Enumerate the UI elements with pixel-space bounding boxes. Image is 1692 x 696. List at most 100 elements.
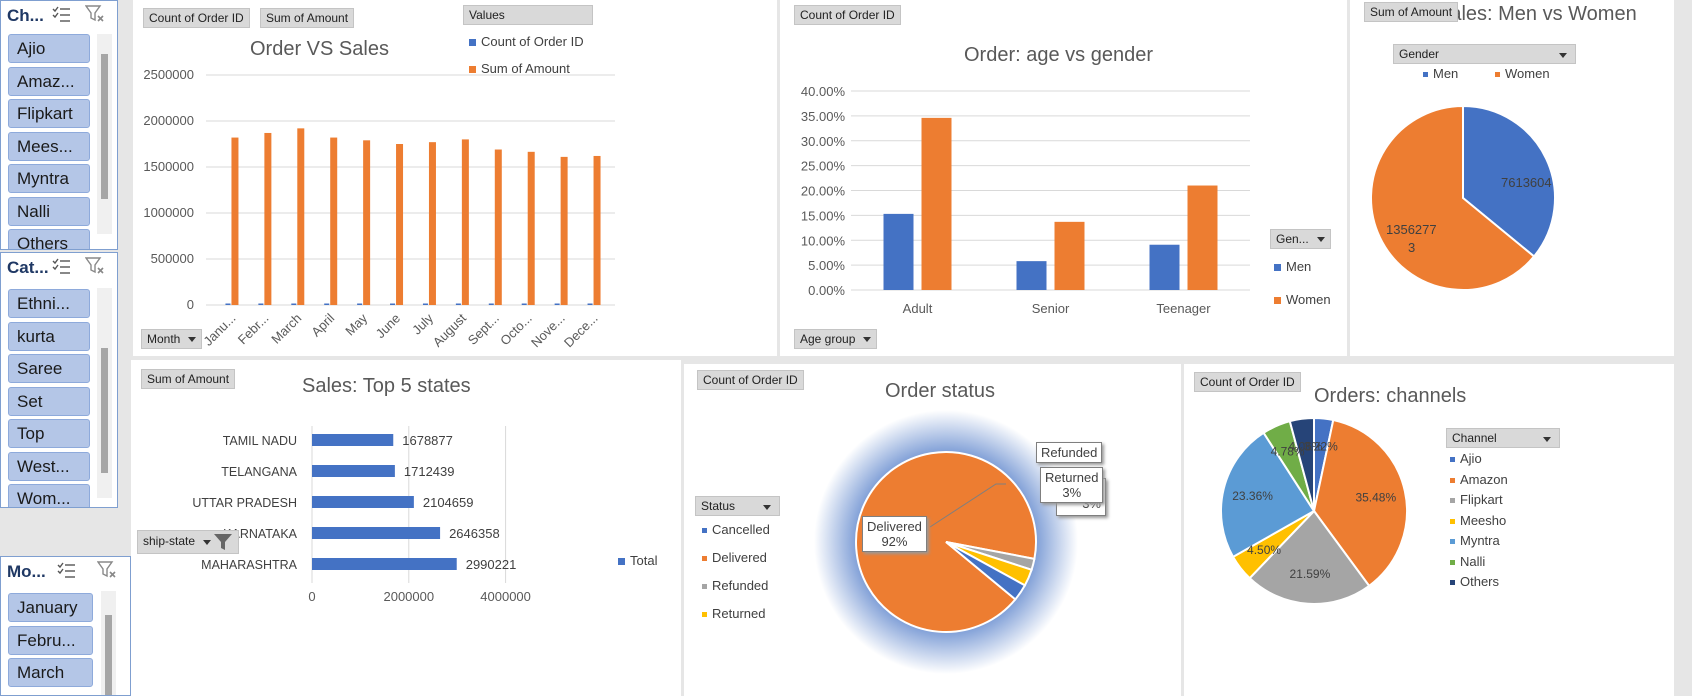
slicer-item[interactable]: Febru... (8, 625, 93, 655)
order-vs-sales-plot: 2500000 2000000 1500000 1000000 500000 0 Janu.… (143, 67, 615, 350)
ship-state-filter-button[interactable]: ship-state (137, 530, 240, 554)
slicer-item[interactable]: Ajio (8, 34, 90, 63)
legend-swatch (1450, 457, 1455, 463)
x-tick-label: Octo... (497, 311, 535, 349)
slicer-item[interactable]: West... (8, 451, 90, 481)
label-value: 92% (881, 534, 908, 549)
sum-of-amount-button[interactable]: Sum of Amount (1364, 2, 1459, 22)
status-filter-button[interactable]: Status (695, 496, 780, 516)
chart-sales-men-vs-women[interactable]: Sales: Men vs Women Sum of Amount Gender… (1350, 0, 1674, 356)
legend-swatch (1274, 264, 1281, 272)
slicer-item[interactable]: Others (8, 229, 90, 249)
slicer-channel[interactable]: Ch... Ajio Amaz... Flipkart Mees... Myntra Na… (0, 0, 118, 250)
slicer-item[interactable]: Amaz... (8, 66, 90, 96)
data-label-percent: 4.78% (1271, 445, 1305, 459)
slicer-item[interactable]: Flipkart (8, 99, 90, 128)
slicer-month[interactable]: Mo... January Febru... March (0, 556, 131, 696)
legend-sum-of-amount: Sum of Amount (469, 61, 570, 76)
legend-item: Nalli (1450, 554, 1485, 569)
y-tick-label: 0 (187, 297, 194, 312)
channel-filter-button[interactable]: Channel (1446, 428, 1560, 448)
pie-slice-men (1462, 104, 1556, 258)
channels-pie: 3.22% 35.48% 21.59% 4.50% 23.36% 4.78%4.06% (1220, 416, 1408, 605)
bar-count-of-order-id (291, 303, 297, 305)
y-tick-label: 20.00% (801, 184, 846, 199)
slicer-scrollbar[interactable] (101, 591, 116, 695)
leader-line (929, 483, 1006, 528)
slicer-item[interactable]: January (8, 593, 93, 622)
clear-filter-icon[interactable] (97, 561, 117, 579)
scrollbar-thumb[interactable] (101, 348, 108, 473)
data-label-percent: 35.48% (1355, 491, 1396, 505)
slicer-header: Mo... (1, 557, 130, 585)
chart-top-5-states[interactable]: Sum of Amount Sales: Top 5 states 0 20000… (131, 360, 681, 696)
slicer-item[interactable]: Nalli (8, 196, 90, 226)
chart-order-status[interactable]: Count of Order ID Order status Status Ca… (684, 364, 1181, 696)
sum-of-amount-button[interactable]: Sum of Amount (141, 369, 236, 389)
chart-age-vs-gender[interactable]: Count of Order ID Order: age vs gender 4… (780, 0, 1347, 356)
y-tick-label: 2500000 (143, 67, 194, 82)
bar-sum-of-amount (461, 139, 469, 305)
legend-swatch (1450, 580, 1455, 586)
chart-order-vs-sales[interactable]: Count of Order ID Sum of Amount Values O… (133, 0, 777, 356)
slicer-item[interactable]: Wom... (8, 484, 90, 507)
label-value: 3% (1062, 485, 1082, 500)
values-button[interactable]: Values (463, 5, 593, 25)
x-tick-label: 0 (308, 589, 315, 604)
slicer-category[interactable]: Cat... Ethni... kurta Saree Set Top West... Wo… (0, 252, 118, 508)
data-label-value: 2990221 (466, 557, 517, 572)
legend-item: Myntra (1450, 533, 1500, 548)
y-tick-label: 0.00% (808, 283, 845, 298)
slicer-scrollbar[interactable] (97, 288, 112, 498)
bar-count-of-order-id (390, 303, 396, 305)
multi-select-icon[interactable] (51, 257, 71, 275)
legend-women: Women (1274, 292, 1331, 307)
data-label-value: 2104659 (423, 495, 474, 510)
bar-sum-of-amount (264, 132, 272, 305)
count-of-order-id-button[interactable]: Count of Order ID (143, 8, 250, 28)
slicer-item[interactable]: March (8, 658, 93, 687)
slicer-item[interactable]: Saree (8, 354, 90, 383)
legend-swatch (702, 528, 707, 534)
legend-refunded: Refunded (702, 578, 768, 593)
scrollbar-thumb[interactable] (101, 54, 108, 199)
age-group-filter-button[interactable]: Age group (794, 329, 878, 349)
clear-filter-icon[interactable] (85, 257, 105, 275)
legend-total: Total (618, 553, 657, 568)
sum-of-amount-button[interactable]: Sum of Amount (260, 8, 355, 28)
legend-label: Delivered (712, 550, 767, 565)
slicer-item[interactable]: Ethni... (8, 289, 90, 318)
count-of-order-id-button[interactable]: Count of Order ID (794, 5, 901, 25)
gender-filter-label: Gen... (1276, 232, 1309, 246)
slicer-scrollbar[interactable] (97, 34, 112, 234)
x-tick-label: May (342, 310, 370, 338)
legend-item: Flipkart (1450, 492, 1503, 507)
multi-select-icon[interactable] (51, 5, 71, 23)
legend-swatch (469, 39, 476, 47)
count-of-order-id-button[interactable]: Count of Order ID (697, 370, 804, 390)
scrollbar-thumb[interactable] (105, 615, 112, 695)
count-of-order-id-button[interactable]: Count of Order ID (1194, 372, 1301, 392)
filter-funnel-icon[interactable] (213, 533, 233, 551)
legend-item: Amazon (1450, 472, 1508, 487)
multi-select-icon[interactable] (56, 561, 76, 579)
slicer-item[interactable]: Mees... (8, 131, 90, 161)
month-filter-button[interactable]: Month (141, 329, 203, 349)
slicer-item[interactable]: Myntra (8, 164, 90, 193)
clear-filter-icon[interactable] (85, 5, 105, 23)
data-label-women-line2: 3 (1408, 240, 1415, 255)
gender-filter-button[interactable]: Gen... (1270, 229, 1331, 249)
slicer-item[interactable]: Set (8, 386, 90, 416)
slicer-item[interactable]: kurta (8, 321, 90, 351)
pie-slice-cancelled (945, 541, 1027, 601)
legend-women: Women (1495, 66, 1550, 81)
slicer-item[interactable]: Top (8, 419, 90, 448)
chart-orders-channels[interactable]: Count of Order ID Orders: channels Chann… (1184, 364, 1674, 696)
gender-filter-button[interactable]: Gender (1393, 44, 1576, 64)
label-text: Delivered (867, 519, 922, 534)
slicer-header: Cat... (1, 253, 117, 281)
x-tick-label: Teenager (1156, 301, 1211, 316)
x-tick-label: Senior (1032, 301, 1070, 316)
label-text: Refunded (1041, 445, 1098, 460)
slicer-title: Cat... (7, 258, 49, 277)
